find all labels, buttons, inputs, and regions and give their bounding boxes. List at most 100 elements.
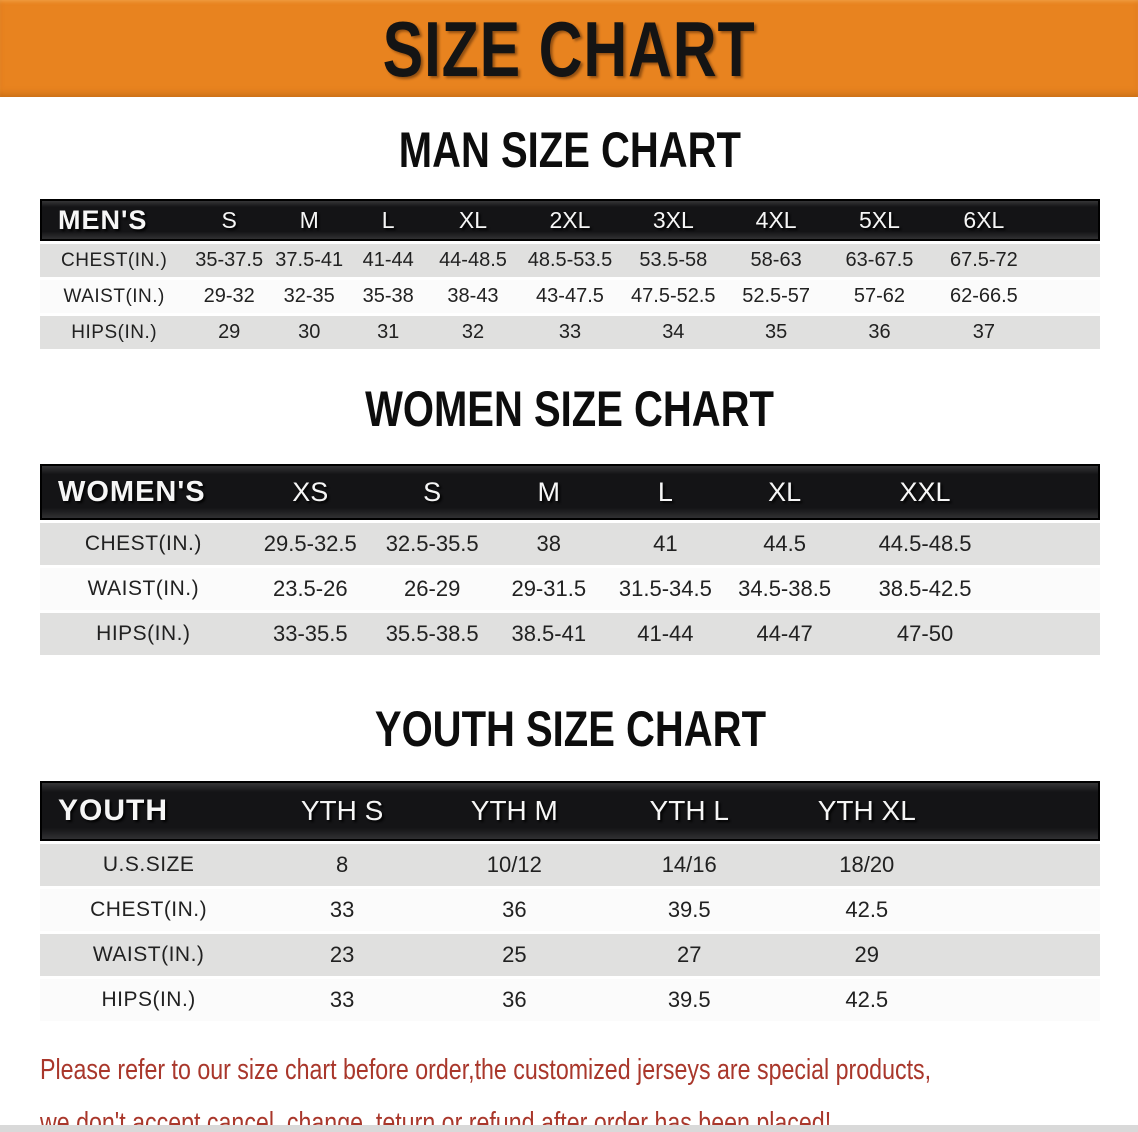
size-column-header: L <box>607 464 724 520</box>
size-value-cell: 29-31.5 <box>490 568 608 610</box>
size-column-header: YTH L <box>601 781 777 841</box>
size-value-cell: 29 <box>188 316 270 349</box>
size-value-cell: 37 <box>931 316 1037 349</box>
row-filler <box>1036 244 1100 277</box>
size-column-header: 3XL <box>621 199 725 241</box>
women-section-heading-text: WOMEN SIZE CHART <box>365 381 775 437</box>
size-column-header: M <box>270 199 349 241</box>
size-column-header: YTH XL <box>776 781 957 841</box>
table-category-label: WOMEN'S <box>40 464 247 520</box>
size-column-header: XXL <box>845 464 1005 520</box>
table-row: HIPS(IN.) 33-35.5 35.5-38.5 38.5-41 41-44 44-… <box>40 613 1100 655</box>
womens-size-table: WOMEN'S XS S M L XL XXL CHEST(IN.) 29.5-32.5 32.5… <box>40 461 1100 658</box>
size-value-cell: 47-50 <box>845 613 1005 655</box>
size-value-cell: 38 <box>490 523 608 565</box>
size-value-cell: 32 <box>427 316 519 349</box>
size-value-cell: 36 <box>426 889 602 931</box>
size-value-cell: 47.5-52.5 <box>621 280 725 313</box>
size-value-cell: 33-35.5 <box>246 613 374 655</box>
table-header-row: MEN'S S M L XL 2XL 3XL 4XL 5XL 6XL <box>40 199 1100 241</box>
size-column-header: 5XL <box>827 199 932 241</box>
table-row: WAIST(IN.) 23.5-26 26-29 29-31.5 31.5-34.5 34… <box>40 568 1100 610</box>
banner-title: SIZE CHART <box>382 4 756 93</box>
row-label: U.S.SIZE <box>40 844 258 886</box>
header-filler <box>1036 199 1100 241</box>
size-value-cell: 30 <box>270 316 349 349</box>
row-filler <box>956 979 1100 1021</box>
section-youth: YOUTH SIZE CHART YOUTH YTH S YTH M YTH L YTH… <box>40 701 1100 1024</box>
youth-section-heading-text: YOUTH SIZE CHART <box>374 701 766 757</box>
size-value-cell: 39.5 <box>601 889 777 931</box>
size-value-cell: 32-35 <box>270 280 349 313</box>
table-header-row: YOUTH YTH S YTH M YTH L YTH XL <box>40 781 1100 841</box>
size-column-header: YTH M <box>426 781 602 841</box>
size-value-cell: 38.5-41 <box>490 613 608 655</box>
size-value-cell: 41-44 <box>607 613 724 655</box>
banner: SIZE CHART <box>0 0 1138 97</box>
size-value-cell: 27 <box>601 934 777 976</box>
size-value-cell: 38.5-42.5 <box>845 568 1005 610</box>
disclaimer: Please refer to our size chart before or… <box>40 1044 1100 1132</box>
size-value-cell: 44-47 <box>723 613 846 655</box>
size-value-cell: 8 <box>257 844 427 886</box>
size-value-cell: 14/16 <box>601 844 777 886</box>
table-row: WAIST(IN.) 23 25 27 29 <box>40 934 1100 976</box>
men-size-table-container: MEN'S S M L XL 2XL 3XL 4XL 5XL 6XL CHEST(IN.) 35-37… <box>40 196 1100 352</box>
section-women: WOMEN SIZE CHART WOMEN'S XS S M L XL XXL CHEST(… <box>40 381 1100 658</box>
size-value-cell: 41 <box>607 523 724 565</box>
mens-size-table: MEN'S S M L XL 2XL 3XL 4XL 5XL 6XL CHEST(IN.) 35-37… <box>40 196 1100 352</box>
size-value-cell: 35.5-38.5 <box>373 613 491 655</box>
row-label: HIPS(IN.) <box>40 613 247 655</box>
table-row: HIPS(IN.) 33 36 39.5 42.5 <box>40 979 1100 1021</box>
size-value-cell: 33 <box>518 316 622 349</box>
women-size-table-container: WOMEN'S XS S M L XL XXL CHEST(IN.) 29.5-32.5 32.5… <box>40 461 1100 658</box>
size-value-cell: 38-43 <box>427 280 519 313</box>
table-row: CHEST(IN.) 33 36 39.5 42.5 <box>40 889 1100 931</box>
content: MAN SIZE CHART MEN'S S M L XL 2XL 3XL 4XL 5XL 6XL… <box>0 122 1138 1132</box>
row-filler <box>1004 613 1100 655</box>
size-value-cell: 62-66.5 <box>931 280 1037 313</box>
bottom-strip <box>0 1125 1138 1132</box>
header-filler <box>956 781 1100 841</box>
row-filler <box>1004 568 1100 610</box>
size-value-cell: 42.5 <box>776 889 957 931</box>
size-column-header: XL <box>723 464 846 520</box>
size-value-cell: 35-38 <box>348 280 428 313</box>
size-value-cell: 31 <box>348 316 428 349</box>
row-filler <box>956 844 1100 886</box>
size-value-cell: 36 <box>426 979 602 1021</box>
table-row: WAIST(IN.) 29-32 32-35 35-38 38-43 43-47.5 47.… <box>40 280 1100 313</box>
table-header-row: WOMEN'S XS S M L XL XXL <box>40 464 1100 520</box>
women-section-heading: WOMEN SIZE CHART <box>40 381 1100 437</box>
row-label: CHEST(IN.) <box>40 889 258 931</box>
size-value-cell: 36 <box>827 316 932 349</box>
size-value-cell: 26-29 <box>373 568 491 610</box>
row-filler <box>956 934 1100 976</box>
size-value-cell: 67.5-72 <box>931 244 1037 277</box>
size-value-cell: 29 <box>776 934 957 976</box>
size-value-cell: 33 <box>257 889 427 931</box>
size-value-cell: 37.5-41 <box>270 244 349 277</box>
size-value-cell: 43-47.5 <box>518 280 622 313</box>
size-column-header: 4XL <box>724 199 828 241</box>
size-value-cell: 34.5-38.5 <box>723 568 846 610</box>
row-filler <box>1004 523 1100 565</box>
size-value-cell: 18/20 <box>776 844 957 886</box>
size-column-header: 6XL <box>931 199 1037 241</box>
size-value-cell: 23 <box>257 934 427 976</box>
size-value-cell: 25 <box>426 934 602 976</box>
size-value-cell: 57-62 <box>827 280 932 313</box>
table-row: CHEST(IN.) 29.5-32.5 32.5-35.5 38 41 44.5 44.5… <box>40 523 1100 565</box>
row-label: CHEST(IN.) <box>40 523 247 565</box>
section-men: MAN SIZE CHART MEN'S S M L XL 2XL 3XL 4XL 5XL 6XL… <box>40 122 1100 352</box>
size-column-header: YTH S <box>257 781 427 841</box>
row-label: WAIST(IN.) <box>40 568 247 610</box>
size-value-cell: 53.5-58 <box>621 244 725 277</box>
row-label: HIPS(IN.) <box>40 979 258 1021</box>
size-column-header: M <box>490 464 608 520</box>
row-label: HIPS(IN.) <box>40 316 189 349</box>
size-value-cell: 32.5-35.5 <box>373 523 491 565</box>
size-value-cell: 29-32 <box>188 280 270 313</box>
size-value-cell: 48.5-53.5 <box>518 244 622 277</box>
